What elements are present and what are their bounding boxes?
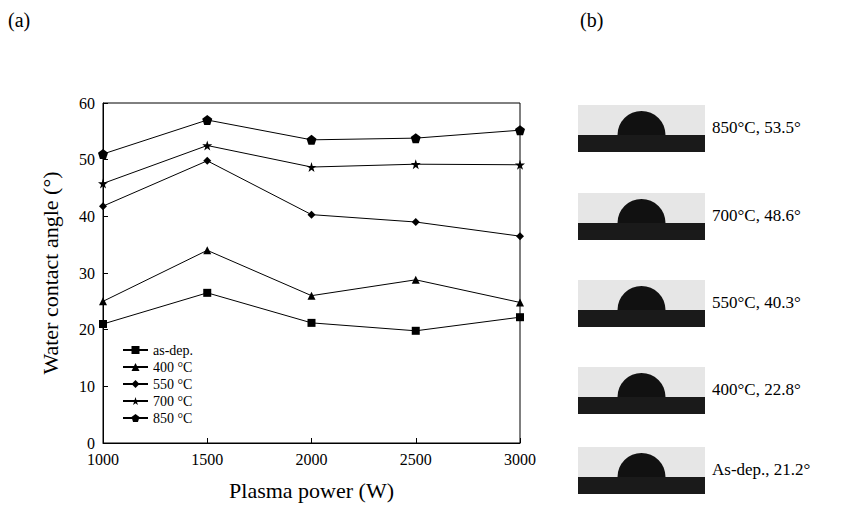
svg-text:1500: 1500 — [191, 451, 223, 468]
svg-text:3000: 3000 — [504, 451, 536, 468]
svg-text:2000: 2000 — [296, 451, 328, 468]
svg-text:400 °C: 400 °C — [153, 360, 192, 375]
svg-text:1000: 1000 — [87, 451, 119, 468]
svg-text:850°C, 53.5°: 850°C, 53.5° — [712, 118, 801, 137]
svg-text:30: 30 — [79, 265, 95, 282]
svg-text:40: 40 — [79, 208, 95, 225]
svg-text:850 °C: 850 °C — [153, 411, 192, 426]
svg-text:(a): (a) — [8, 9, 30, 32]
svg-text:Plasma power (W): Plasma power (W) — [229, 478, 394, 503]
svg-text:60: 60 — [79, 95, 95, 112]
svg-text:Water contact angle (°): Water contact angle (°) — [38, 171, 63, 374]
svg-text:As-dep., 21.2°: As-dep., 21.2° — [712, 460, 810, 479]
svg-text:as-dep.: as-dep. — [153, 343, 193, 358]
svg-text:700 °C: 700 °C — [153, 394, 192, 409]
svg-text:700°C, 48.6°: 700°C, 48.6° — [712, 206, 801, 225]
svg-text:2500: 2500 — [400, 451, 432, 468]
svg-text:50: 50 — [79, 151, 95, 168]
svg-text:0: 0 — [87, 435, 95, 452]
svg-text:20: 20 — [79, 321, 95, 338]
svg-text:550 °C: 550 °C — [153, 377, 192, 392]
svg-text:550°C, 40.3°: 550°C, 40.3° — [712, 293, 801, 312]
svg-text:(b): (b) — [580, 9, 603, 32]
svg-text:400°C, 22.8°: 400°C, 22.8° — [712, 380, 801, 399]
svg-text:10: 10 — [79, 378, 95, 395]
